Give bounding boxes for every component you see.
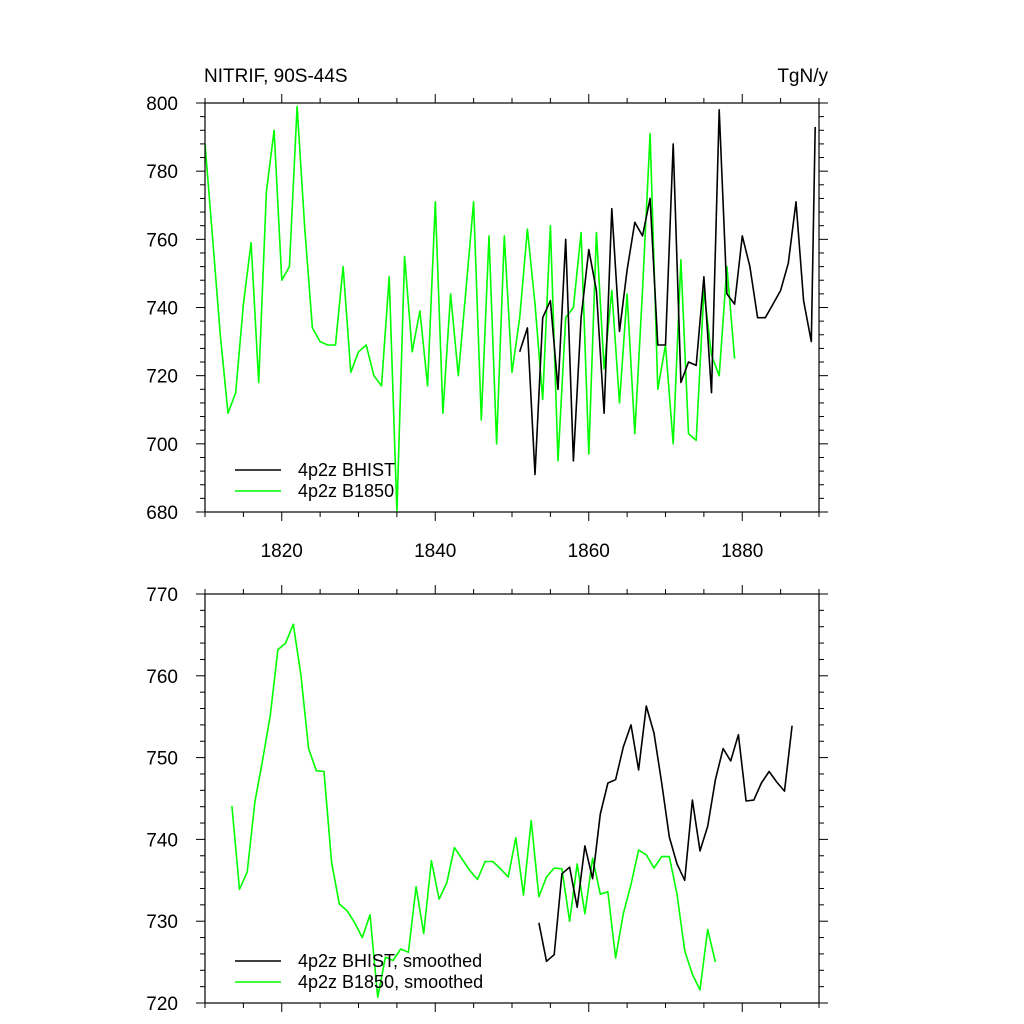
bottom-y-tick-label: 760 (146, 667, 178, 688)
bottom-y-tick-label: 730 (146, 912, 178, 933)
bottom-legend-label-b1850: 4p2z B1850, smoothed (298, 972, 483, 992)
top-series-line-bhist (518, 109, 816, 476)
bottom-legend-label-bhist: 4p2z BHIST, smoothed (298, 951, 482, 971)
top-y-tick-label: 760 (146, 230, 178, 251)
top-legend: 4p2z BHIST 4p2z B1850 (235, 460, 395, 501)
top-series-line-b1850 (204, 105, 736, 513)
top-y-tick-label: 680 (146, 503, 178, 524)
top-x-tick-label: 1860 (568, 541, 610, 562)
top-legend-label-b1850: 4p2z B1850 (298, 481, 394, 501)
top-x-tick-label: 1840 (414, 541, 456, 562)
bottom-y-tick-label: 720 (146, 994, 178, 1015)
top-y-tick-label: 720 (146, 367, 178, 388)
top-x-tick-label: 1880 (721, 541, 763, 562)
bottom-series-line-bhist (538, 705, 793, 963)
top-y-tick-label: 780 (146, 162, 178, 183)
top-legend-label-bhist: 4p2z BHIST (298, 460, 395, 480)
top-plot-frame (204, 102, 820, 513)
bottom-panel: 720 730 740 750 760 770 4p2z BHIST, smoothed … (146, 585, 828, 1015)
bottom-y-tick-label: 770 (146, 585, 178, 606)
bottom-y-tick-label: 750 (146, 749, 178, 770)
bottom-legend: 4p2z BHIST, smoothed 4p2z B1850, smoothe… (235, 951, 483, 992)
top-y-tick-label: 740 (146, 299, 178, 320)
top-panel-title: NITRIF, 90S-44S (204, 66, 348, 87)
top-y-tick-label: 800 (146, 94, 178, 115)
top-y-tick-label: 700 (146, 435, 178, 456)
bottom-y-tick-label: 740 (146, 830, 178, 851)
top-x-tick-label: 1820 (261, 541, 303, 562)
top-panel-units: TgN/y (777, 66, 828, 87)
bottom-plot-frame (204, 593, 820, 1004)
top-panel: NITRIF, 90S-44S TgN/y 1820 1840 1860 1880 68… (146, 66, 828, 562)
bottom-series-line-b1850 (231, 623, 717, 999)
